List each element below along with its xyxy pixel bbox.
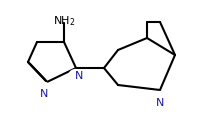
Text: NH$_2$: NH$_2$ xyxy=(53,14,75,28)
Text: N: N xyxy=(75,71,83,81)
Text: N: N xyxy=(40,89,48,99)
Text: N: N xyxy=(156,98,164,108)
